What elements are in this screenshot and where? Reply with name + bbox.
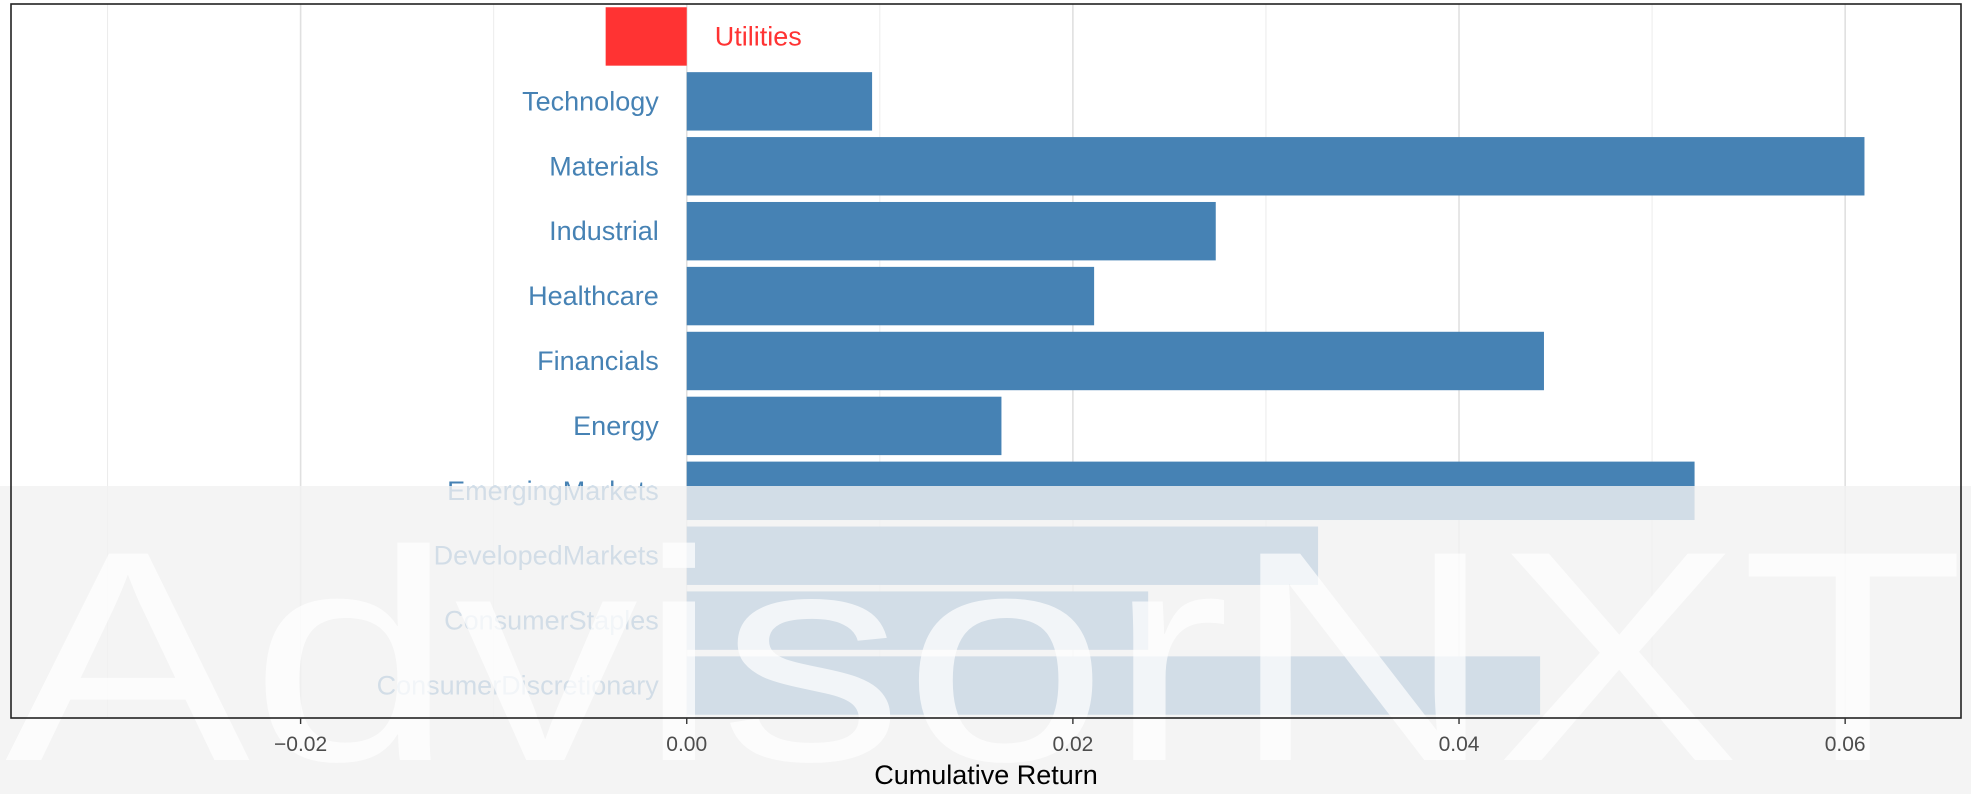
category-label-technology: Technology xyxy=(522,86,659,116)
category-label-utilities: Utilities xyxy=(715,21,802,51)
category-label-healthcare: Healthcare xyxy=(528,281,659,311)
bar-technology xyxy=(686,72,873,131)
bar-utilities xyxy=(605,7,687,66)
x-tick-label: 0.04 xyxy=(1439,733,1480,756)
category-label-materials: Materials xyxy=(549,151,659,181)
x-tick-label: 0.00 xyxy=(666,733,707,756)
watermark-text: AdvisorNXT xyxy=(5,488,1965,794)
bar-healthcare xyxy=(686,266,1095,326)
bar-industrial xyxy=(686,201,1216,261)
plot-panel-border xyxy=(10,3,1962,719)
bar-financials xyxy=(686,331,1544,391)
x-axis-title: Cumulative Return xyxy=(874,760,1098,790)
bar-energy xyxy=(686,396,1002,456)
bar-materials xyxy=(686,137,1865,196)
x-tick-label: 0.02 xyxy=(1052,733,1093,756)
category-label-financials: Financials xyxy=(537,346,659,376)
x-tick-label: −0.02 xyxy=(274,733,327,756)
watermark-band xyxy=(0,486,1971,794)
x-tick-label: 0.06 xyxy=(1825,733,1866,756)
category-label-energy: Energy xyxy=(573,411,659,441)
x-axis-ticks: −0.02 0.00 0.02 0.04 0.06 xyxy=(274,718,1866,756)
category-label-industrial: Industrial xyxy=(549,216,659,246)
watermark: AdvisorNXT xyxy=(0,486,1971,799)
